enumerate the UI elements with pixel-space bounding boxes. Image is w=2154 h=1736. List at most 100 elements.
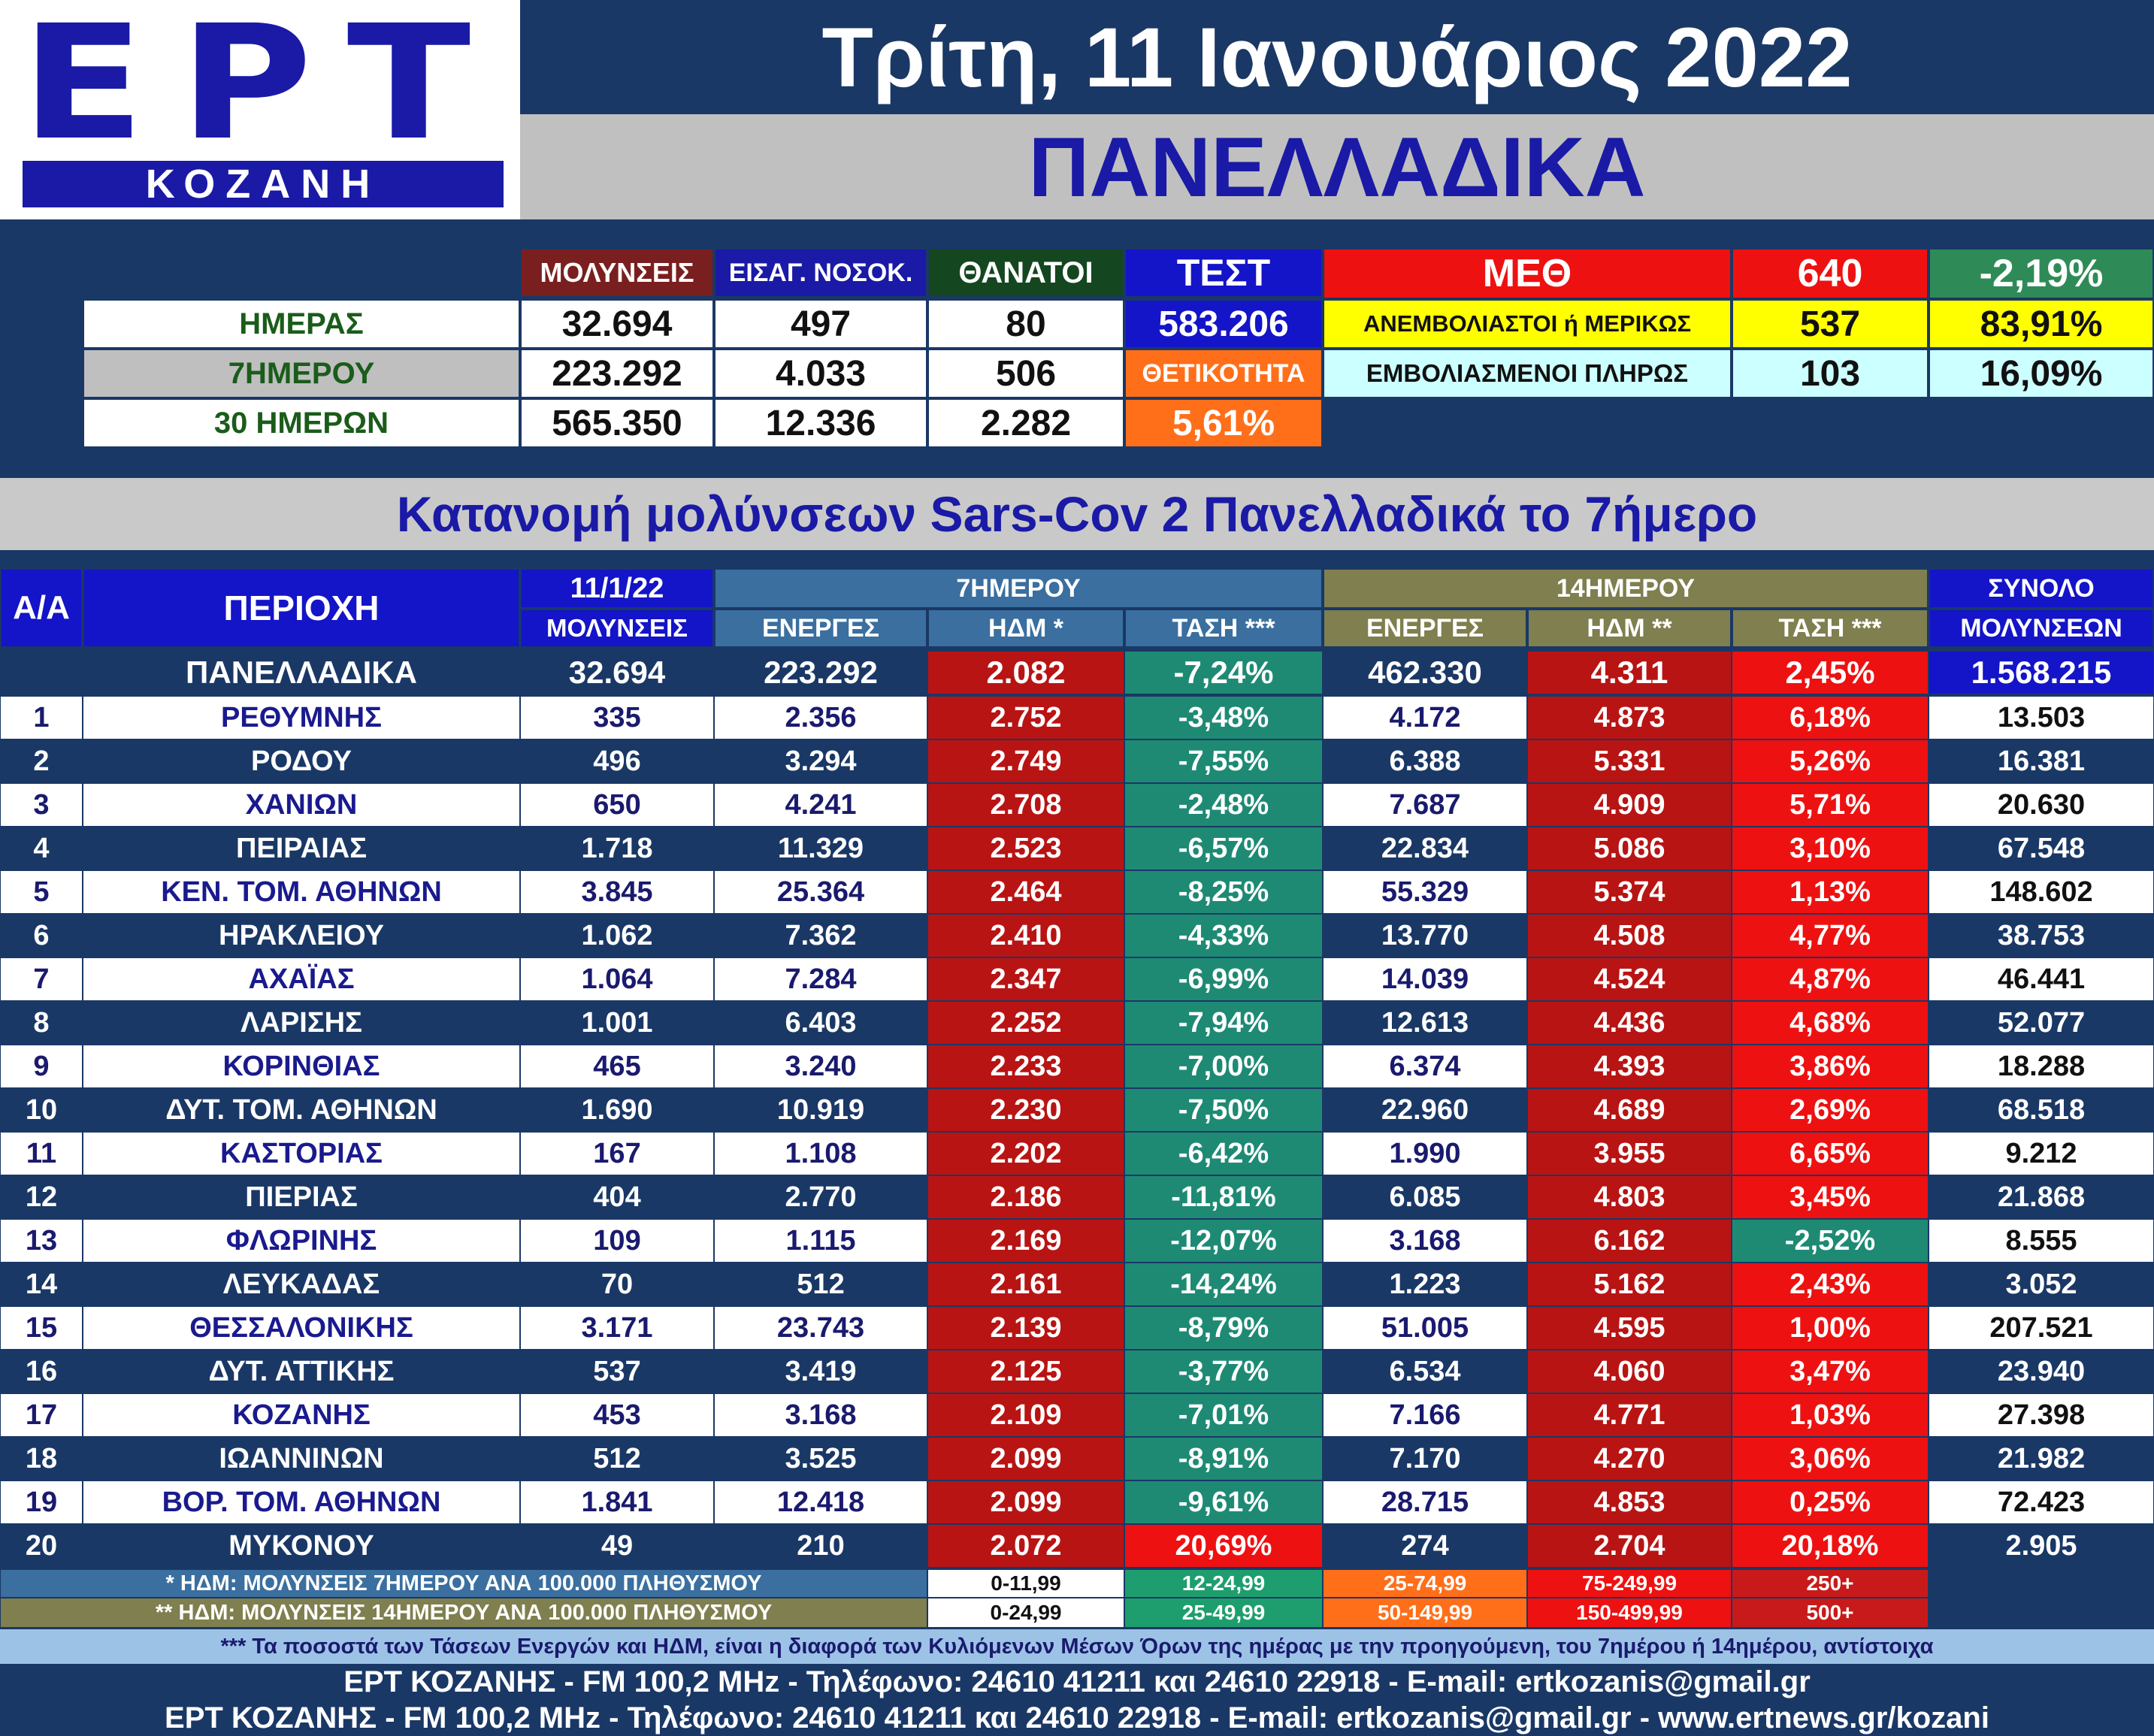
national-row-hdm7: 2.082	[927, 651, 1124, 694]
table-row-trend14: 2,69%	[1732, 1088, 1929, 1132]
table-row-aa: 18	[0, 1437, 83, 1480]
table-row-aa: 6	[0, 914, 83, 957]
table-row-cases: 3.171	[520, 1306, 714, 1350]
table-title: Κατανομή μολύνσεων Sars-Cov 2 Πανελλαδικ…	[0, 478, 2154, 550]
table-row-trend7: -4,33%	[1124, 914, 1323, 957]
summary-row-label: 7ΗΜΕΡΟΥ	[83, 349, 520, 398]
table-row-trend14: 20,18%	[1732, 1524, 1929, 1568]
table-row-active7: 11.329	[714, 827, 927, 870]
summary-header-cases: ΜΟΛΥΝΣΕΙΣ	[520, 248, 714, 298]
icu-vaccinated-label: ΕΜΒΟΛΙΑΣΜΕΝΟΙ ΠΛΗΡΩΣ	[1323, 349, 1732, 398]
table-row-aa: 1	[0, 696, 83, 739]
table-row-trend14: 6,18%	[1732, 696, 1929, 739]
table-row-hdm14: 5.162	[1527, 1263, 1732, 1306]
table-row-trend14: -2,52%	[1732, 1219, 1929, 1263]
table-row-trend7: -8,25%	[1124, 870, 1323, 914]
table-row-name: ΠΕΙΡΑΙΑΣ	[83, 827, 520, 870]
table-row-total: 67.548	[1929, 827, 2154, 870]
table-row-total: 16.381	[1929, 739, 2154, 783]
table-row-hdm14: 4.524	[1527, 957, 1732, 1001]
table-row-active14: 6.534	[1323, 1350, 1527, 1393]
table-row-hdm7: 2.752	[927, 696, 1124, 739]
table-row-active7: 3.168	[714, 1393, 927, 1437]
table-row-trend7: -7,01%	[1124, 1393, 1323, 1437]
table-row-hdm14: 4.873	[1527, 696, 1732, 739]
table-row-active7: 4.241	[714, 783, 927, 827]
table-row-hdm7: 2.139	[927, 1306, 1124, 1350]
table-row-trend7: -2,48%	[1124, 783, 1323, 827]
col-header-active7: ΕΝΕΡΓΕΣ	[714, 609, 927, 648]
table-row-total: 21.868	[1929, 1175, 2154, 1219]
table-row-aa: 5	[0, 870, 83, 914]
table-row-total: 3.052	[1929, 1263, 2154, 1306]
table-row-hdm7: 2.230	[927, 1088, 1124, 1132]
table-row-trend14: 0,25%	[1732, 1480, 1929, 1524]
col-header-aa: Α/Α	[0, 568, 83, 648]
summary-cases-value: 32.694	[520, 299, 714, 349]
icu-change: -2,19%	[1929, 248, 2154, 299]
table-row-cases: 650	[520, 783, 714, 827]
summary-header-tests: ΤΕΣΤ	[1124, 248, 1323, 298]
table-row-cases: 453	[520, 1393, 714, 1437]
icu-count: 640	[1732, 248, 1929, 299]
table-row-cases: 1.841	[520, 1480, 714, 1524]
table-row-hdm7: 2.749	[927, 739, 1124, 783]
summary-cases-value: 223.292	[520, 349, 714, 398]
table-row-total: 20.630	[1929, 783, 2154, 827]
summary-header-deaths: ΘΑΝΑΤΟΙ	[927, 248, 1124, 298]
table-row-trend7: -12,07%	[1124, 1219, 1323, 1263]
table-row-hdm14: 5.331	[1527, 739, 1732, 783]
table-row-active14: 7.170	[1323, 1437, 1527, 1480]
table-row-hdm14: 4.060	[1527, 1350, 1732, 1393]
summary-deaths-value: 506	[927, 349, 1124, 398]
table-row-trend14: 3,45%	[1732, 1175, 1929, 1219]
table-row-active7: 25.364	[714, 870, 927, 914]
icu-unvaccinated-count: 537	[1732, 299, 1929, 349]
table-row-name: ΦΛΩΡΙΝΗΣ	[83, 1219, 520, 1263]
table-row-total: 18.288	[1929, 1045, 2154, 1088]
col-header-cases: ΜΟΛΥΝΣΕΙΣ	[520, 609, 714, 648]
table-row-total: 27.398	[1929, 1393, 2154, 1437]
table-row-active14: 55.329	[1323, 870, 1527, 914]
col-header-total-2: ΜΟΛΥΝΣΕΩΝ	[1929, 609, 2154, 648]
table-row-active14: 7.166	[1323, 1393, 1527, 1437]
table-row-aa: 8	[0, 1001, 83, 1045]
table-row-total: 38.753	[1929, 914, 2154, 957]
table-row-hdm14: 4.508	[1527, 914, 1732, 957]
table-row-aa: 7	[0, 957, 83, 1001]
table-row-trend14: 3,06%	[1732, 1437, 1929, 1480]
table-row-active14: 6.374	[1323, 1045, 1527, 1088]
table-row-hdm7: 2.109	[927, 1393, 1124, 1437]
table-row-active7: 3.240	[714, 1045, 927, 1088]
col-header-trend7: ΤΑΣΗ ***	[1124, 609, 1323, 648]
national-row-trend7: -7,24%	[1124, 651, 1323, 694]
table-row-cases: 167	[520, 1132, 714, 1175]
table-row-trend14: 1,03%	[1732, 1393, 1929, 1437]
table-row-cases: 3.845	[520, 870, 714, 914]
table-row-name: ΡΟΔΟΥ	[83, 739, 520, 783]
logo-city: ΚΟΖΑΝΗ	[23, 161, 504, 207]
table-row-trend14: 1,13%	[1732, 870, 1929, 914]
table-row-cases: 1.690	[520, 1088, 714, 1132]
legend-range-7day: 25-74,99	[1323, 1569, 1527, 1598]
table-row-trend14: 4,68%	[1732, 1001, 1929, 1045]
col-group-14day: 14ΗΜΕΡΟΥ	[1323, 568, 1929, 609]
icu-unvaccinated-label: ΑΝΕΜΒΟΛΙΑΣΤΟΙ ή ΜΕΡΙΚΩΣ	[1323, 299, 1732, 349]
table-row-aa: 14	[0, 1263, 83, 1306]
table-row-hdm14: 4.270	[1527, 1437, 1732, 1480]
table-row-name: ΧΑΝΙΩΝ	[83, 783, 520, 827]
table-row-hdm14: 4.436	[1527, 1001, 1732, 1045]
legend-range-7day: 0-11,99	[927, 1569, 1124, 1598]
table-row-name: ΚΟΡΙΝΘΙΑΣ	[83, 1045, 520, 1088]
table-row-name: ΚΕΝ. ΤΟΜ. ΑΘΗΝΩΝ	[83, 870, 520, 914]
table-row-trend7: -7,55%	[1124, 739, 1323, 783]
table-row-trend7: -9,61%	[1124, 1480, 1323, 1524]
table-row-cases: 496	[520, 739, 714, 783]
table-row-cases: 512	[520, 1437, 714, 1480]
table-row-total: 2.905	[1929, 1524, 2154, 1568]
icu-unvaccinated-pct: 83,91%	[1929, 299, 2154, 349]
summary-admissions-value: 4.033	[714, 349, 927, 398]
table-row-cases: 1.064	[520, 957, 714, 1001]
page-region: ΠΑΝΕΛΛΑΔΙΚΑ	[520, 114, 2154, 219]
positivity-value: 5,61%	[1124, 398, 1323, 448]
